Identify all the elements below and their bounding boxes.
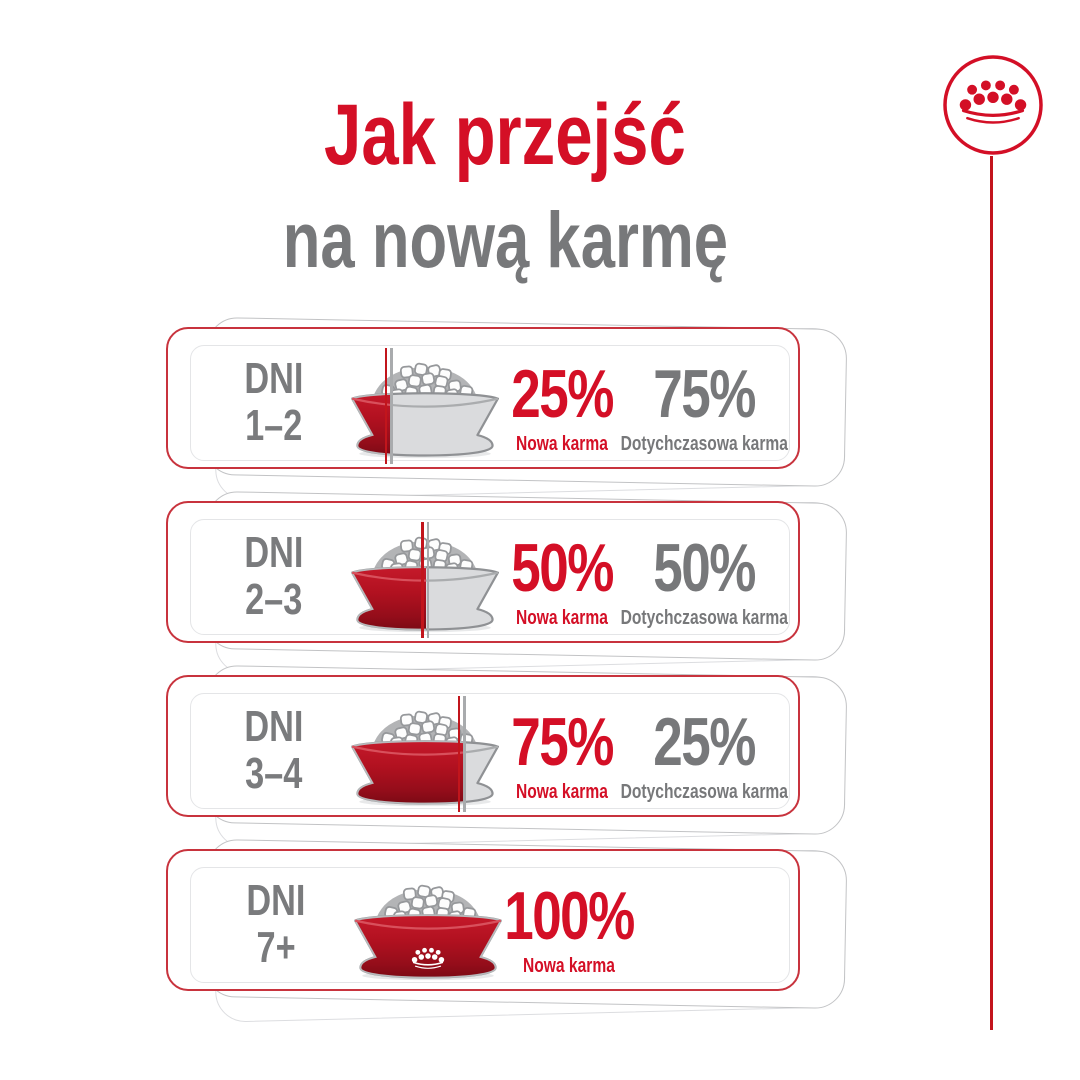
bowl-icon (348, 877, 503, 982)
page-title: Jak przejść na nową karmę (0, 92, 1010, 279)
row-content-card: DNI 7+ (190, 867, 790, 983)
day-word: DNI (244, 528, 304, 578)
day-label: DNI 7+ (218, 878, 333, 971)
brand-vertical-line (990, 156, 993, 1030)
day-range: 3–4 (245, 749, 303, 798)
day-label: DNI 2–3 (218, 530, 330, 623)
day-range: 2–3 (245, 575, 303, 624)
bowl-red-fill (345, 355, 390, 460)
old-food-column: 50% Dotychczasowa karma (619, 534, 789, 630)
row-content-card: DNI 2–3 (190, 519, 790, 638)
old-food-column: 75% Dotychczasowa karma (619, 360, 789, 456)
transition-row: DNI 1–2 (0, 316, 1080, 501)
day-word: DNI (244, 354, 304, 404)
new-food-percent: 100% (504, 878, 635, 954)
bowl-icon (345, 695, 500, 812)
new-food-label: Nowa karma (516, 607, 608, 629)
transition-row: DNI 2–3 (0, 490, 1080, 675)
food-split-divider (457, 695, 466, 812)
title-line-1: Jak przejść (324, 87, 686, 183)
day-range: 7+ (256, 923, 296, 972)
old-food-percent: 75% (653, 356, 756, 432)
row-content-card: DNI 1–2 (190, 345, 790, 464)
day-range: 1–2 (245, 401, 303, 450)
new-food-label: Nowa karma (522, 955, 615, 977)
bowl-red-fill (345, 703, 463, 808)
day-word: DNI (246, 876, 306, 926)
bowl-red-fill (348, 877, 508, 982)
new-food-label: Nowa karma (516, 781, 608, 803)
row-content-card: DNI 3–4 (190, 693, 790, 812)
day-label: DNI 3–4 (218, 704, 330, 797)
new-food-column: 25% Nowa karma (507, 360, 617, 456)
transition-row: DNI 3–4 (0, 664, 1080, 849)
new-food-column: 75% Nowa karma (507, 708, 617, 804)
title-line-2: na nową karmę (282, 195, 728, 284)
bowl-icon (345, 521, 500, 638)
new-food-column: 100% Nowa karma (504, 882, 635, 978)
transition-row: DNI 7+ (0, 838, 1080, 1023)
old-food-percent: 50% (653, 530, 756, 606)
day-label: DNI 1–2 (218, 356, 330, 449)
old-food-label: Dotychczasowa karma (620, 607, 788, 629)
new-food-percent: 50% (511, 530, 614, 606)
food-split-divider (421, 521, 430, 638)
old-food-column: 25% Dotychczasowa karma (619, 708, 789, 804)
food-split-divider (384, 347, 393, 464)
bowl-icon (345, 347, 500, 464)
bowl-red-fill (345, 529, 427, 634)
royal-canin-crown-icon (943, 55, 1043, 155)
new-food-column: 50% Nowa karma (507, 534, 617, 630)
day-word: DNI (244, 702, 304, 752)
new-food-percent: 75% (511, 704, 614, 780)
new-food-label: Nowa karma (516, 433, 608, 455)
old-food-label: Dotychczasowa karma (620, 781, 788, 803)
new-food-percent: 25% (511, 356, 614, 432)
old-food-label: Dotychczasowa karma (620, 433, 788, 455)
old-food-percent: 25% (653, 704, 756, 780)
